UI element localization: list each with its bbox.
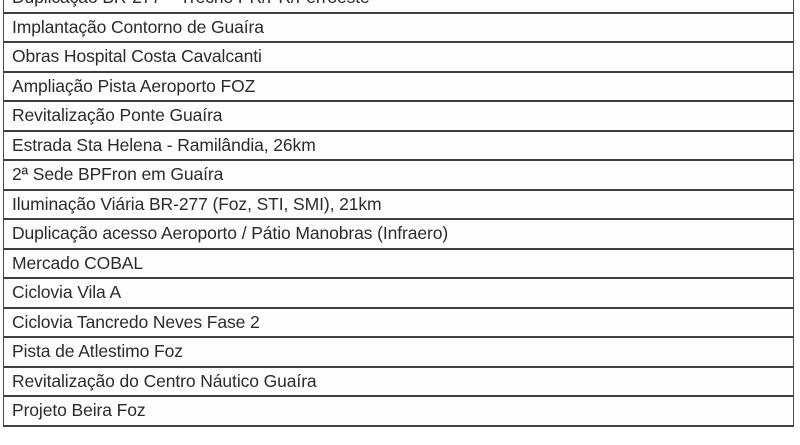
project-list-table: Duplicação BR-277 – Trecho PR/PR/Ferroes…: [3, 0, 794, 427]
table-row[interactable]: Revitalização Ponte Guaíra: [3, 100, 794, 132]
table-row[interactable]: Pista de Atlestimo Foz: [3, 336, 794, 368]
table-row[interactable]: 2ª Sede BPFron em Guaíra: [3, 159, 794, 191]
project-name-cell: 2ª Sede BPFron em Guaíra: [3, 159, 794, 191]
project-name-cell: Revitalização do Centro Náutico Guaíra: [3, 365, 794, 397]
project-name-cell: Duplicação acesso Aeroporto / Pátio Mano…: [3, 218, 794, 250]
project-name-cell: Projeto Beira Foz: [3, 395, 794, 427]
table-row[interactable]: Iluminação Viária BR-277 (Foz, STI, SMI)…: [3, 188, 794, 220]
table-body: Duplicação BR-277 – Trecho PR/PR/Ferroes…: [3, 0, 794, 427]
project-name-cell: Obras Hospital Costa Cavalcanti: [3, 41, 794, 73]
project-name-cell: Mercado COBAL: [3, 247, 794, 279]
table-row[interactable]: Ciclovia Vila A: [3, 277, 794, 309]
project-name-cell: Ampliação Pista Aeroporto FOZ: [3, 70, 794, 102]
table-row[interactable]: Projeto Beira Foz: [3, 395, 794, 427]
project-name-cell: Ciclovia Tancredo Neves Fase 2: [3, 306, 794, 338]
project-name-cell: Revitalização Ponte Guaíra: [3, 100, 794, 132]
project-name-cell: Ciclovia Vila A: [3, 277, 794, 309]
table-row[interactable]: Duplicação BR-277 – Trecho PR/PR/Ferroes…: [3, 0, 794, 14]
table-row[interactable]: Obras Hospital Costa Cavalcanti: [3, 41, 794, 73]
table-row[interactable]: Revitalização do Centro Náutico Guaíra: [3, 365, 794, 397]
project-name-cell: Duplicação BR-277 – Trecho PR/PR/Ferroes…: [3, 0, 794, 14]
table-row[interactable]: Ampliação Pista Aeroporto FOZ: [3, 70, 794, 102]
table-scroll-container[interactable]: Duplicação BR-277 – Trecho PR/PR/Ferroes…: [0, 0, 800, 427]
project-name-cell: Estrada Sta Helena - Ramilândia, 26km: [3, 129, 794, 161]
table-row[interactable]: Mercado COBAL: [3, 247, 794, 279]
table-row[interactable]: Implantação Contorno de Guaíra: [3, 11, 794, 43]
project-name-cell: Iluminação Viária BR-277 (Foz, STI, SMI)…: [3, 188, 794, 220]
table-row[interactable]: Ciclovia Tancredo Neves Fase 2: [3, 306, 794, 338]
project-name-cell: Implantação Contorno de Guaíra: [3, 11, 794, 43]
table-row[interactable]: Estrada Sta Helena - Ramilândia, 26km: [3, 129, 794, 161]
table-row[interactable]: Duplicação acesso Aeroporto / Pátio Mano…: [3, 218, 794, 250]
project-name-cell: Pista de Atlestimo Foz: [3, 336, 794, 368]
